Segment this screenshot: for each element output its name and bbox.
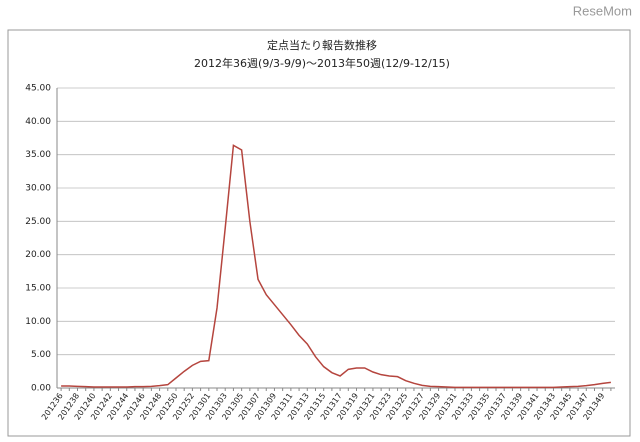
chart-subtitle: 2012年36週(9/3-9/9)～2013年50週(12/9-12/15) xyxy=(194,56,450,70)
y-tick-label: 25.00 xyxy=(25,217,51,227)
y-tick-label: 0.00 xyxy=(31,384,51,394)
series-line xyxy=(61,144,611,389)
y-tick-label: 45.00 xyxy=(25,84,51,94)
y-tick-label: 30.00 xyxy=(25,184,51,194)
y-tick-label: 15.00 xyxy=(25,284,51,294)
chart-frame xyxy=(7,29,631,437)
chart-title: 定点当たり報告数推移 xyxy=(267,38,377,52)
y-tick-label: 40.00 xyxy=(25,117,51,127)
y-tick-label: 5.00 xyxy=(31,350,51,360)
y-tick-label: 35.00 xyxy=(25,150,51,160)
y-tick-label: 20.00 xyxy=(25,250,51,260)
y-tick-label: 10.00 xyxy=(25,317,51,327)
watermark: ReseMom xyxy=(573,3,632,18)
